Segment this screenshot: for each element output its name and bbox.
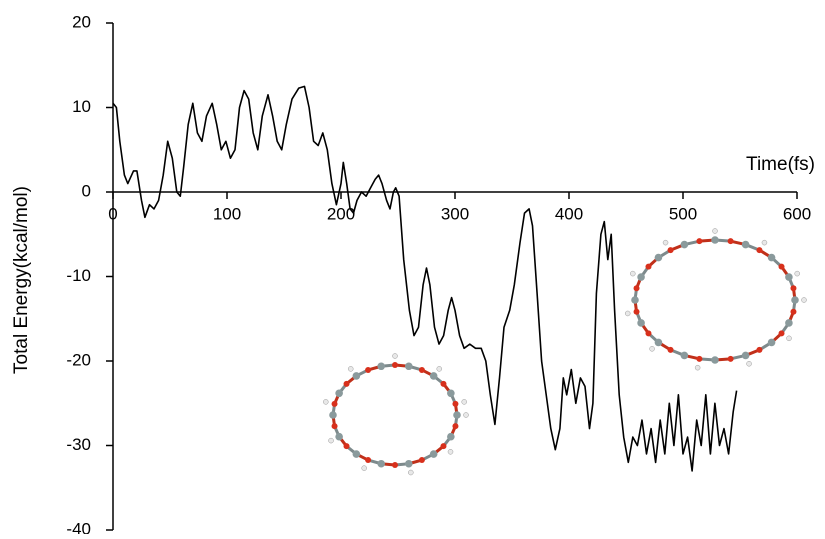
molecule-illustrations <box>323 229 806 476</box>
y-tick-label: -10 <box>66 266 91 285</box>
y-tick-label: 20 <box>72 12 91 31</box>
atom <box>447 433 455 441</box>
atom <box>790 309 796 315</box>
atom <box>713 229 718 234</box>
atom <box>348 366 353 371</box>
x-tick-label: 0 <box>108 204 117 223</box>
atom <box>779 264 785 270</box>
atom <box>655 339 663 347</box>
atom <box>440 443 446 449</box>
atom <box>332 401 338 407</box>
atom <box>791 296 799 304</box>
x-tick-label: 600 <box>783 204 811 223</box>
atom <box>437 366 442 371</box>
atom <box>637 319 645 327</box>
atom <box>329 411 337 419</box>
atom <box>329 438 334 443</box>
x-tick-label: 500 <box>669 204 697 223</box>
atom <box>452 423 458 429</box>
atom <box>408 470 413 475</box>
atom <box>630 271 635 276</box>
atom <box>645 330 651 336</box>
atom <box>393 354 398 359</box>
atom <box>335 433 343 441</box>
atom <box>344 381 350 387</box>
y-tick-label: 0 <box>82 181 91 200</box>
atom <box>742 352 750 360</box>
atom <box>663 240 668 245</box>
atom <box>377 362 385 370</box>
atom <box>440 381 446 387</box>
atom <box>787 336 792 341</box>
atom <box>756 347 762 353</box>
y-tick-label: -40 <box>66 519 91 534</box>
atom <box>681 241 689 249</box>
atom <box>747 361 752 366</box>
atom <box>353 450 361 458</box>
atom <box>448 449 453 454</box>
atom <box>365 367 371 373</box>
atom <box>768 254 776 262</box>
atom <box>353 372 361 380</box>
atom <box>392 462 398 468</box>
atom <box>462 399 467 404</box>
atom <box>711 356 719 364</box>
atom <box>756 247 762 253</box>
atom <box>365 457 371 463</box>
atom <box>728 238 734 244</box>
atom <box>650 346 655 351</box>
y-tick-label: -30 <box>66 435 91 454</box>
atom <box>728 356 734 362</box>
atom <box>645 264 651 270</box>
x-axis-label: Time(fs) <box>746 154 815 175</box>
atom <box>452 401 458 407</box>
atom <box>419 367 425 373</box>
atom <box>430 372 438 380</box>
atom <box>637 273 645 281</box>
atom <box>696 238 702 244</box>
atom <box>392 362 398 368</box>
atom <box>447 390 455 398</box>
atom <box>405 362 413 370</box>
atom <box>335 390 343 398</box>
atom <box>762 240 767 245</box>
atom <box>695 365 700 370</box>
atom <box>742 241 750 249</box>
atom <box>681 352 689 360</box>
x-tick-label: 200 <box>327 204 355 223</box>
atom <box>377 460 385 468</box>
atom <box>668 347 674 353</box>
atom <box>802 298 807 303</box>
atom <box>419 457 425 463</box>
atom <box>668 247 674 253</box>
atom <box>634 309 640 315</box>
atom <box>362 466 367 471</box>
atom <box>344 443 350 449</box>
atom <box>655 254 663 262</box>
x-tick-label: 400 <box>555 204 583 223</box>
atom <box>696 356 702 362</box>
y-tick-label: 10 <box>72 97 91 116</box>
y-tick-label: -20 <box>66 350 91 369</box>
atom <box>795 271 800 276</box>
atom <box>790 285 796 291</box>
atom <box>430 450 438 458</box>
atom <box>711 236 719 244</box>
atom <box>785 273 793 281</box>
atom <box>453 411 461 419</box>
x-tick-label: 300 <box>441 204 469 223</box>
atom <box>779 330 785 336</box>
atom <box>785 319 793 327</box>
atom <box>634 285 640 291</box>
atom <box>405 460 413 468</box>
chart: Total Energy(kcal/mol) Time(fs) -40 -30 -2… <box>0 0 825 534</box>
atom <box>323 399 328 404</box>
y-axis-label: Total Energy(kcal/mol) <box>11 186 32 374</box>
atom <box>625 311 630 316</box>
atom <box>464 413 469 418</box>
atom <box>332 423 338 429</box>
atom <box>768 339 776 347</box>
x-tick-label: 100 <box>213 204 241 223</box>
atom <box>631 296 639 304</box>
